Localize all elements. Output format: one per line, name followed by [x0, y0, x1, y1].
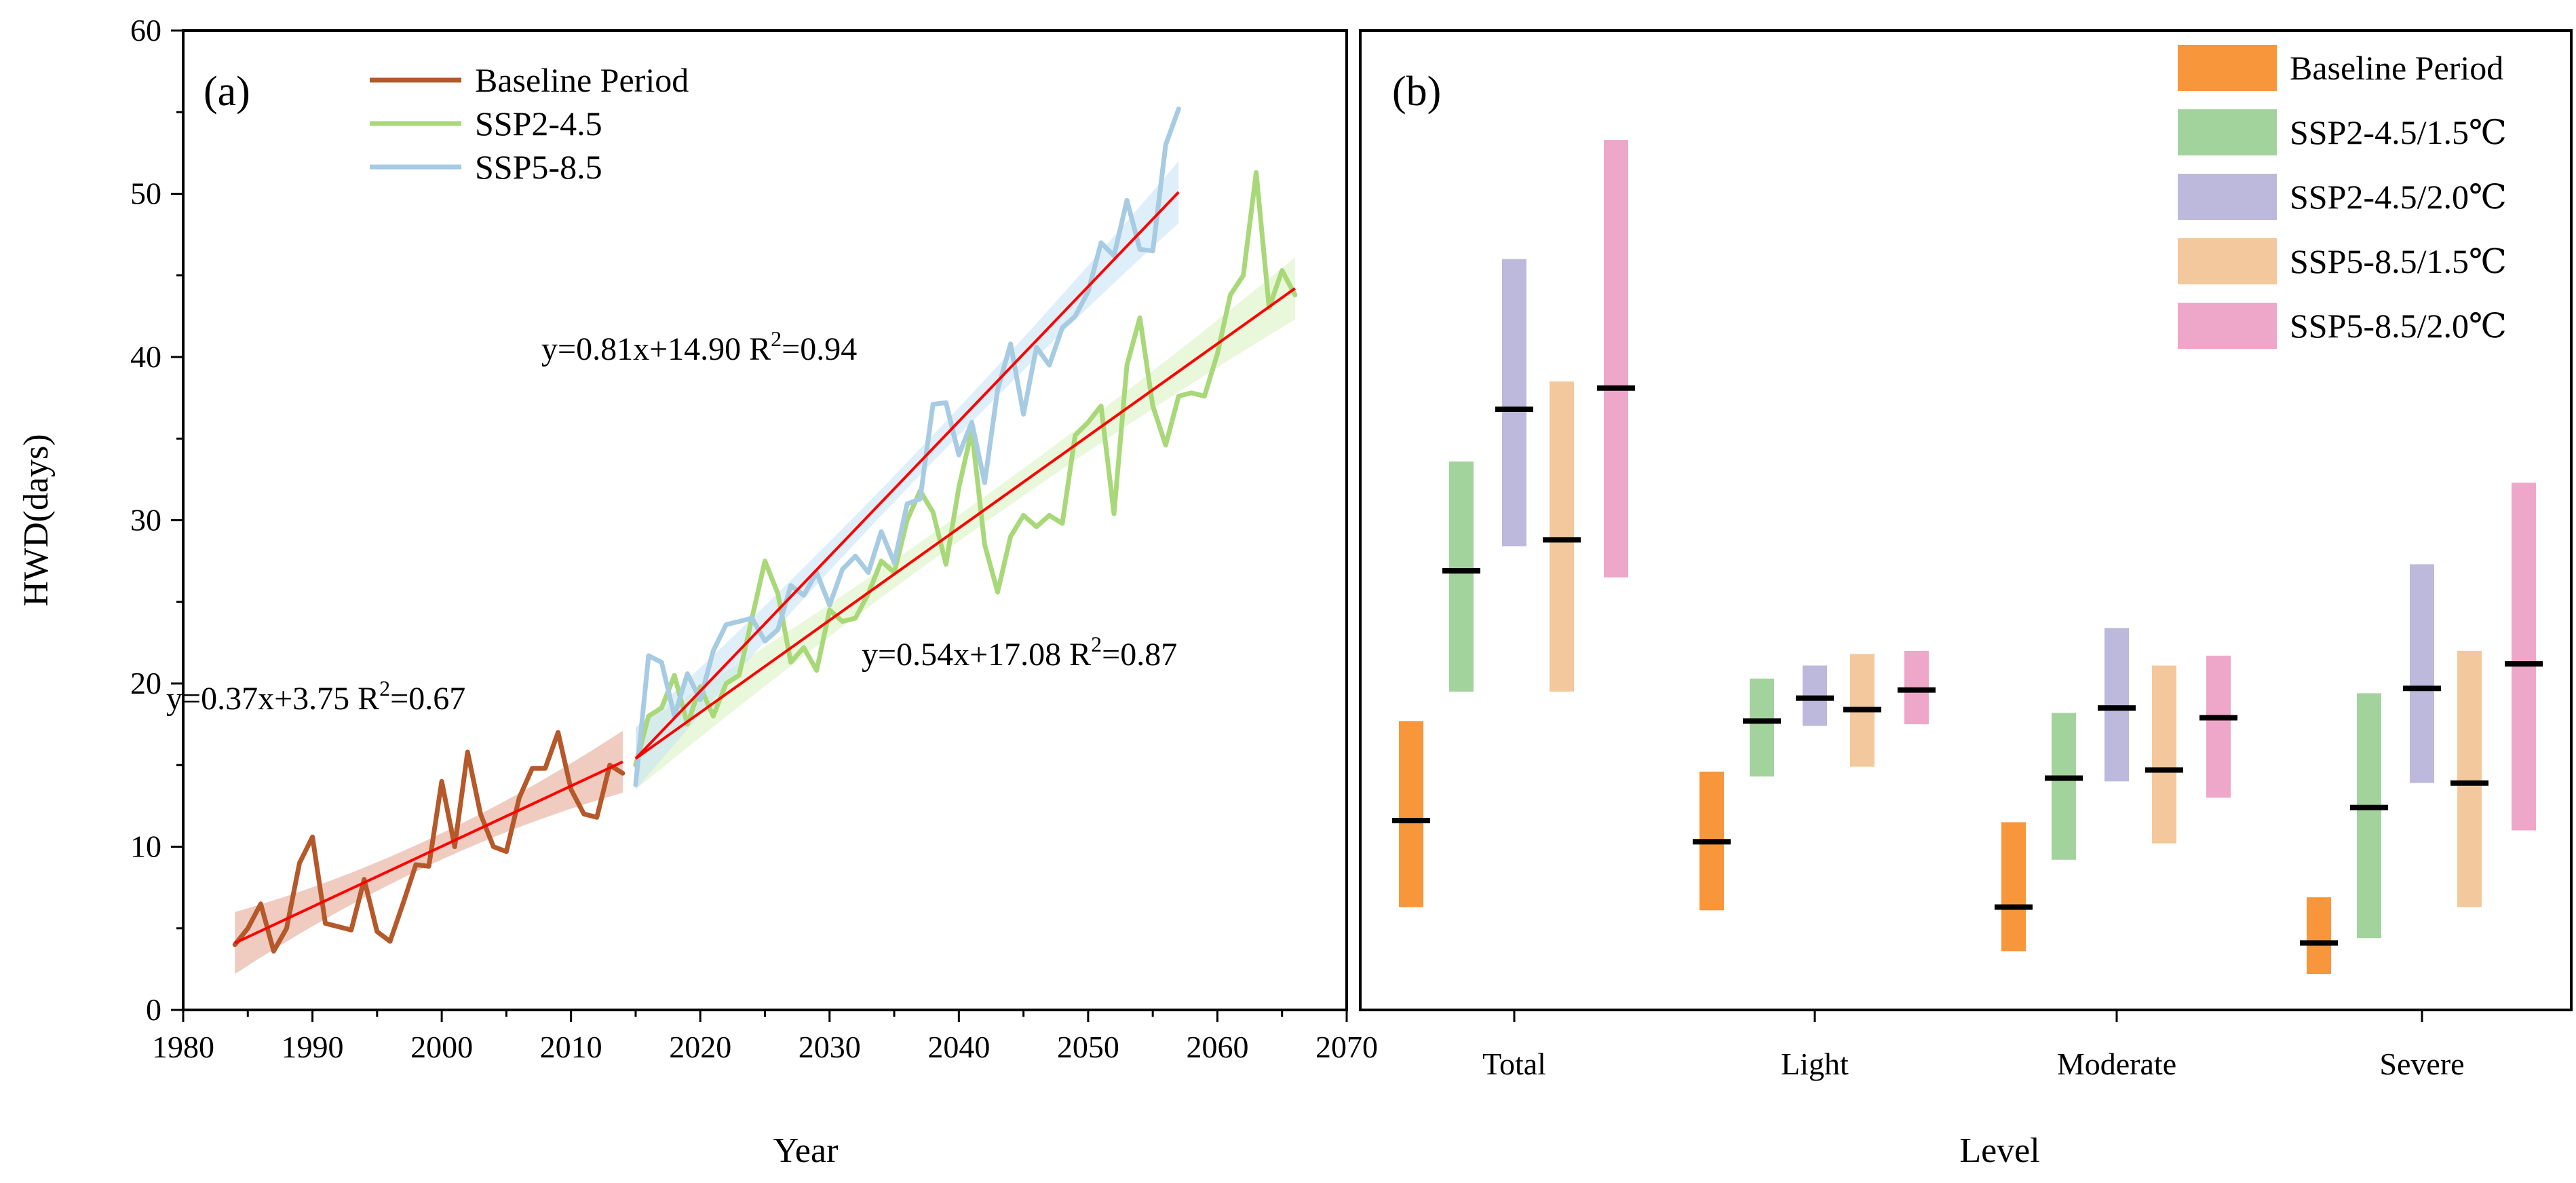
legend-swatch-ssp2-4-5-1-5	[2178, 109, 2277, 155]
range-bar-severe-baseline-period	[2307, 897, 2331, 975]
y-tick-label: 10	[130, 829, 161, 864]
legend-label-ssp2-4-5-2-0: SSP2-4.5/2.0℃	[2290, 178, 2507, 216]
b-x-axis-title: Level	[1959, 1131, 2039, 1170]
x-tick-label: 2010	[540, 1030, 602, 1064]
range-bar-severe-ssp5-8-5-1-5	[2457, 650, 2482, 907]
a-x-axis-title: Year	[773, 1131, 839, 1170]
x-tick-label: 2040	[927, 1030, 990, 1064]
legend-swatch-ssp5-8-5-1-5	[2178, 238, 2277, 284]
range-bar-total-ssp2-4-5-2-0	[1502, 259, 1526, 546]
series-line-ssp5-8-5	[633, 106, 1181, 787]
legend-label-ssp2-4-5: SSP2-4.5	[475, 105, 602, 143]
legend-label-baseline-period: Baseline Period	[2290, 49, 2503, 87]
fit-equation-ssp5-8-5: y=0.81x+14.90 R2=0.94	[541, 326, 857, 367]
range-bar-total-baseline-period	[1399, 721, 1423, 907]
b-x-axis-ticks: Total Light Moderate Severe	[1482, 1010, 2465, 1081]
a-fit-lines	[234, 191, 1296, 945]
category-label-moderate: Moderate	[2057, 1047, 2176, 1081]
x-tick-label: 2020	[669, 1030, 731, 1064]
y-tick-label: 50	[130, 176, 161, 211]
range-bar-light-ssp2-4-5-1-5	[1750, 678, 1774, 777]
y-tick-label: 0	[146, 992, 161, 1027]
range-bar-moderate-baseline-period	[2001, 822, 2026, 952]
range-bar-moderate-ssp2-4-5-1-5	[2052, 713, 2076, 860]
legend-label-ssp5-8-5-2-0: SSP5-8.5/2.0℃	[2290, 307, 2507, 345]
legend-label-baseline-period: Baseline Period	[475, 61, 689, 99]
category-label-total: Total	[1482, 1047, 1546, 1081]
a-legend: Baseline Period SSP2-4.5 SSP5-8.5	[370, 61, 689, 186]
legend-label-ssp2-4-5-1-5: SSP2-4.5/1.5℃	[2290, 113, 2507, 151]
a-series-lines	[232, 106, 1298, 954]
x-tick-label: 1980	[152, 1030, 214, 1064]
fit-line-ssp5-8-5	[634, 191, 1180, 760]
category-label-light: Light	[1781, 1047, 1849, 1081]
panel-a: 1980 1990 2000 2010 2020 2030 2040 2050 2060 2070…	[17, 13, 1378, 1170]
x-tick-label: 2000	[410, 1030, 473, 1064]
legend-label-ssp5-8-5-1-5: SSP5-8.5/1.5℃	[2290, 242, 2507, 280]
b-plot-frame	[1359, 29, 2573, 1011]
fit-equation-baseline-period: y=0.37x+3.75 R2=0.67	[166, 676, 465, 717]
y-tick-label: 30	[130, 503, 161, 538]
range-bar-total-ssp5-8-5-1-5	[1550, 381, 1574, 692]
x-tick-label: 2070	[1315, 1030, 1378, 1064]
panel-b-label: (b)	[1392, 69, 1441, 115]
a-fit-equations: y=0.37x+3.75 R2=0.67 y=0.54x+17.08 R2=0.8…	[166, 326, 1177, 717]
range-bar-severe-ssp2-4-5-2-0	[2410, 564, 2434, 783]
x-tick-label: 2030	[799, 1030, 861, 1064]
a-x-axis-ticks: 1980 1990 2000 2010 2020 2030 2040 2050 2060 2070	[152, 1010, 1378, 1064]
series-line-baseline-period	[232, 730, 626, 954]
series-line-ssp2-4-5	[633, 170, 1298, 768]
panel-a-label: (a)	[204, 69, 250, 115]
range-bar-total-ssp2-4-5-1-5	[1449, 461, 1474, 692]
y-tick-label: 20	[130, 666, 161, 700]
a-y-axis-title: HWD(days)	[17, 434, 56, 606]
range-bar-moderate-ssp2-4-5-2-0	[2104, 628, 2129, 782]
range-bar-moderate-ssp5-8-5-2-0	[2206, 656, 2231, 798]
x-tick-label: 1990	[282, 1030, 344, 1064]
fit-equation-ssp2-4-5: y=0.54x+17.08 R2=0.87	[862, 632, 1177, 673]
range-bar-moderate-ssp5-8-5-1-5	[2152, 665, 2176, 844]
y-tick-label: 40	[130, 339, 161, 374]
range-bar-severe-ssp5-8-5-2-0	[2512, 483, 2536, 831]
range-bar-severe-ssp2-4-5-1-5	[2357, 693, 2381, 939]
legend-label-ssp5-8-5: SSP5-8.5	[475, 148, 602, 186]
b-legend: Baseline Period SSP2-4.5/1.5℃ SSP2-4.5/2.0…	[2178, 45, 2507, 349]
x-tick-label: 2060	[1186, 1030, 1248, 1064]
fit-line-baseline-period	[234, 760, 623, 945]
legend-swatch-baseline-period	[2178, 45, 2277, 91]
range-bar-total-ssp5-8-5-2-0	[1604, 140, 1628, 578]
y-tick-label: 60	[130, 13, 161, 48]
panel-b: Total Light Moderate Severe (b) Level Basel…	[1359, 29, 2573, 1170]
category-label-severe: Severe	[2379, 1047, 2464, 1081]
fit-line-ssp2-4-5	[634, 287, 1296, 760]
legend-swatch-ssp5-8-5-2-0	[2178, 303, 2277, 349]
legend-swatch-ssp2-4-5-2-0	[2178, 174, 2277, 220]
a-y-axis-ticks: 0 10 20 30 40 50 60	[130, 13, 183, 1027]
b-range-bars	[1392, 140, 2543, 975]
x-tick-label: 2050	[1057, 1030, 1119, 1064]
